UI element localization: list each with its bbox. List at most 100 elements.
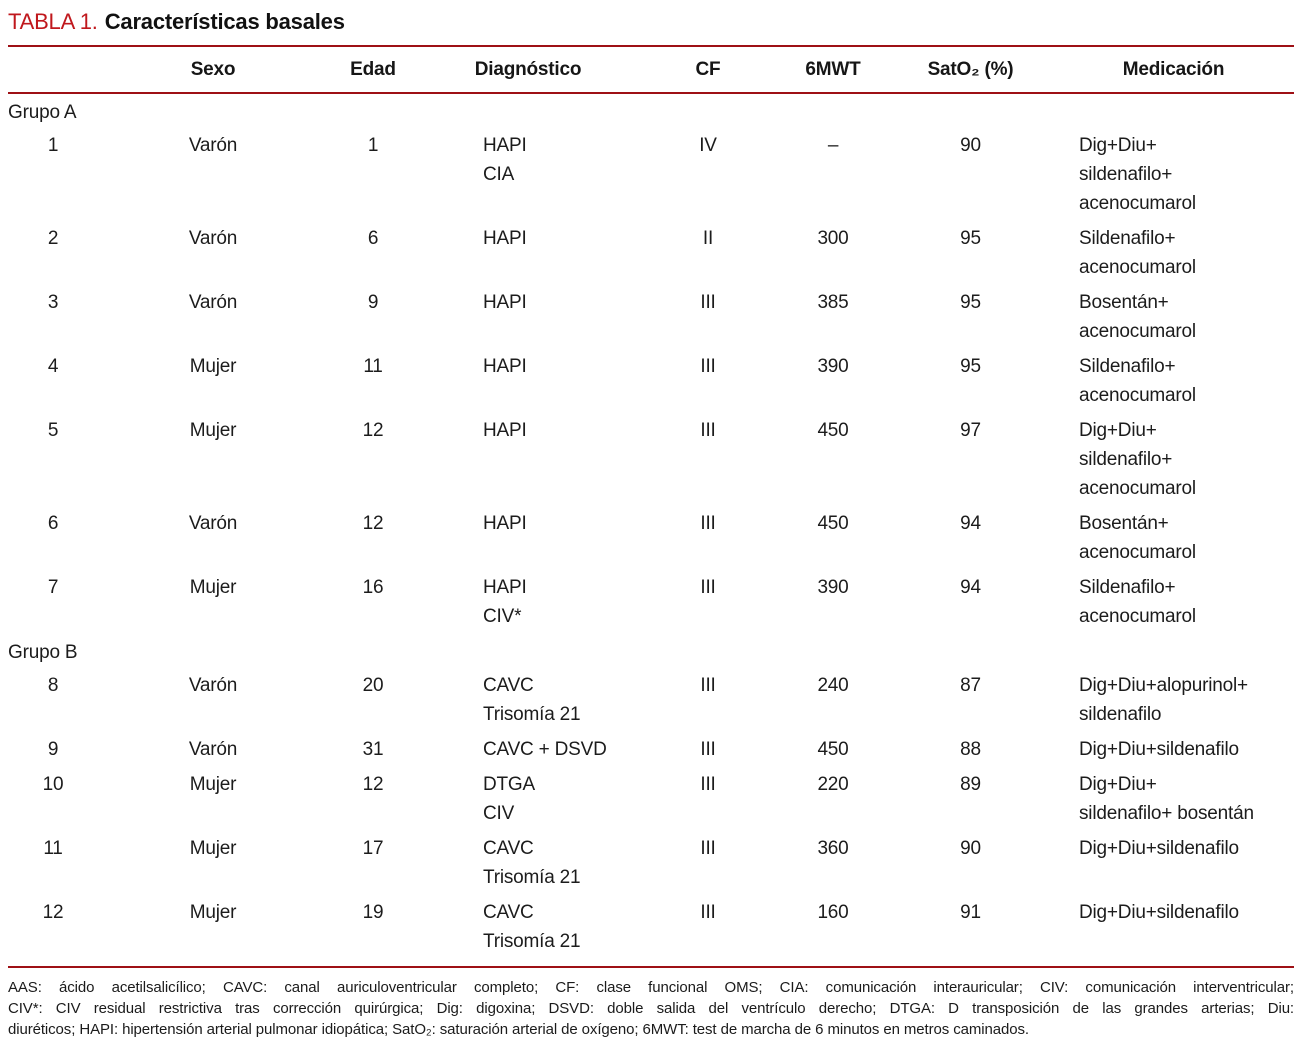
cell-line: Trisomía 21	[483, 704, 581, 725]
table-title: TABLA 1. Características basales	[8, 8, 1294, 35]
cell-medicacion: Bosentán+ acenocumarol	[1053, 506, 1294, 570]
cell-line: Dig+Diu+alopurinol+	[1079, 675, 1248, 696]
cell-cf: III	[700, 902, 716, 923]
cell-line: HAPI	[483, 420, 527, 441]
cell-line: sildenafilo+ bosentán	[1079, 803, 1254, 824]
cell-cf: III	[700, 739, 716, 760]
cell-line: acenocumarol	[1079, 478, 1196, 499]
table-body: Grupo A 1 Varón 1 HAPI CIA IV –90 Dig+Diu+ silden…	[8, 93, 1294, 967]
cell-medicacion: Dig+Diu+ sildenafilo+ acenocumarol	[1053, 128, 1294, 221]
cell-edad: 17	[362, 838, 384, 859]
cell-line: Bosentán+	[1079, 292, 1169, 313]
cell-sexo: Mujer	[189, 420, 237, 441]
cell-medicacion: Dig+Diu+ sildenafilo+ bosentán	[1053, 767, 1294, 831]
cell-diagnostico: DTGA CIV	[418, 767, 638, 831]
cell-line: HAPI	[483, 292, 527, 313]
footnote: AAS: ácido acetilsalicílico; CAVC: canal…	[8, 977, 1294, 1040]
cell-patient-number: 10	[42, 774, 64, 795]
cell-line: acenocumarol	[1079, 193, 1196, 214]
cell-patient-number: 3	[47, 292, 59, 313]
cell-sato2: 95	[960, 292, 981, 313]
cell-patient-number: 7	[47, 577, 59, 598]
header-sexo: Sexo	[98, 46, 328, 94]
cell-line: CAVC	[483, 902, 534, 923]
cell-sexo: Mujer	[189, 902, 237, 923]
baseline-characteristics-table: Sexo Edad Diagnóstico CF 6MWT SatO₂ (%) …	[8, 45, 1294, 968]
cell-line: Sildenafilo+	[1079, 577, 1176, 598]
table-header: Sexo Edad Diagnóstico CF 6MWT SatO₂ (%) …	[8, 46, 1294, 94]
cell-edad: 1	[367, 135, 379, 156]
cell-patient-number: 11	[43, 838, 63, 859]
cell-diagnostico: CAVC Trisomía 21	[418, 668, 638, 732]
cell-medicacion: Sildenafilo+ acenocumarol	[1053, 221, 1294, 285]
cell-line: Bosentán+	[1079, 513, 1169, 534]
cell-patient-number: 1	[47, 135, 59, 156]
footnote-line: CIV*: CIV residual restrictiva tras corr…	[8, 1000, 1294, 1017]
cell-line: CAVC	[483, 838, 534, 859]
cell-medicacion: Dig+Diu+sildenafilo	[1053, 732, 1294, 767]
cell-sato2: 89	[960, 774, 981, 795]
patient-row: 4 Mujer 11 HAPI III 390 95 Sildenafilo+ acenocum…	[8, 349, 1294, 413]
header-blank	[8, 46, 98, 94]
cell-edad: 6	[367, 228, 379, 249]
cell-line: HAPI	[483, 135, 527, 156]
cell-sato2: 90	[960, 135, 981, 156]
cell-cf: II	[702, 228, 714, 249]
cell-6mwt: 160	[817, 902, 849, 923]
cell-diagnostico: HAPI	[418, 506, 638, 570]
cell-sato2: 94	[960, 513, 981, 534]
patient-row: 3 Varón 9 HAPI III 385 95 Bosentán+ acenocumarol	[8, 285, 1294, 349]
cell-line: sildenafilo+	[1079, 164, 1173, 185]
cell-patient-number: 5	[47, 420, 59, 441]
cell-sexo: Mujer	[189, 838, 237, 859]
cell-line: Dig+Diu+	[1079, 135, 1157, 156]
group-row: Grupo B	[8, 634, 1294, 668]
cell-medicacion: Sildenafilo+ acenocumarol	[1053, 349, 1294, 413]
cell-6mwt: 385	[817, 292, 849, 313]
cell-line: Dig+Diu+	[1079, 774, 1157, 795]
patient-row: 6 Varón 12 HAPI III 450 94 Bosentán+ acenocumaro…	[8, 506, 1294, 570]
cell-sexo: Varón	[188, 739, 238, 760]
cell-line: CAVC	[483, 675, 534, 696]
patient-row: 8 Varón 20 CAVC Trisomía 21 III 240 87 Dig+Diu+a…	[8, 668, 1294, 732]
cell-cf: III	[700, 356, 716, 377]
cell-edad: 20	[362, 675, 384, 696]
cell-sato2: 97	[960, 420, 981, 441]
cell-line: Sildenafilo+	[1079, 228, 1176, 249]
cell-cf: III	[700, 420, 716, 441]
header-medicacion: Medicación	[1053, 46, 1294, 94]
cell-line: Dig+Diu+sildenafilo	[1079, 902, 1239, 923]
cell-edad: 12	[362, 420, 384, 441]
cell-medicacion: Dig+Diu+sildenafilo	[1053, 831, 1294, 895]
cell-line: Sildenafilo+	[1079, 356, 1176, 377]
cell-medicacion: Dig+Diu+alopurinol+ sildenafilo	[1053, 668, 1294, 732]
cell-diagnostico: CAVC Trisomía 21	[418, 895, 638, 967]
cell-line: HAPI	[483, 577, 527, 598]
group-row: Grupo A	[8, 93, 1294, 128]
header-edad: Edad	[328, 46, 418, 94]
cell-cf: III	[700, 774, 716, 795]
cell-6mwt: –	[827, 135, 839, 156]
cell-line: CIA	[483, 164, 515, 185]
cell-edad: 12	[362, 774, 384, 795]
cell-patient-number: 2	[47, 228, 59, 249]
cell-6mwt: 360	[817, 838, 849, 859]
header-sato2: SatO₂ (%)	[888, 46, 1053, 94]
cell-patient-number: 6	[47, 513, 59, 534]
cell-diagnostico: HAPI	[418, 285, 638, 349]
cell-patient-number: 4	[47, 356, 59, 377]
cell-line: HAPI	[483, 228, 527, 249]
cell-patient-number: 8	[47, 675, 59, 696]
cell-diagnostico: HAPI	[418, 413, 638, 506]
cell-sato2: 88	[960, 739, 981, 760]
cell-line: CAVC + DSVD	[483, 739, 607, 760]
patient-row: 10 Mujer 12 DTGA CIV III 220 89 Dig+Diu+ sildenaf…	[8, 767, 1294, 831]
cell-line: acenocumarol	[1079, 385, 1196, 406]
cell-line: acenocumarol	[1079, 321, 1196, 342]
cell-medicacion: Dig+Diu+ sildenafilo+ acenocumarol	[1053, 413, 1294, 506]
cell-patient-number: 12	[42, 902, 64, 923]
cell-edad: 9	[367, 292, 379, 313]
cell-6mwt: 390	[817, 356, 849, 377]
cell-edad: 16	[362, 577, 384, 598]
cell-line: acenocumarol	[1079, 257, 1196, 278]
